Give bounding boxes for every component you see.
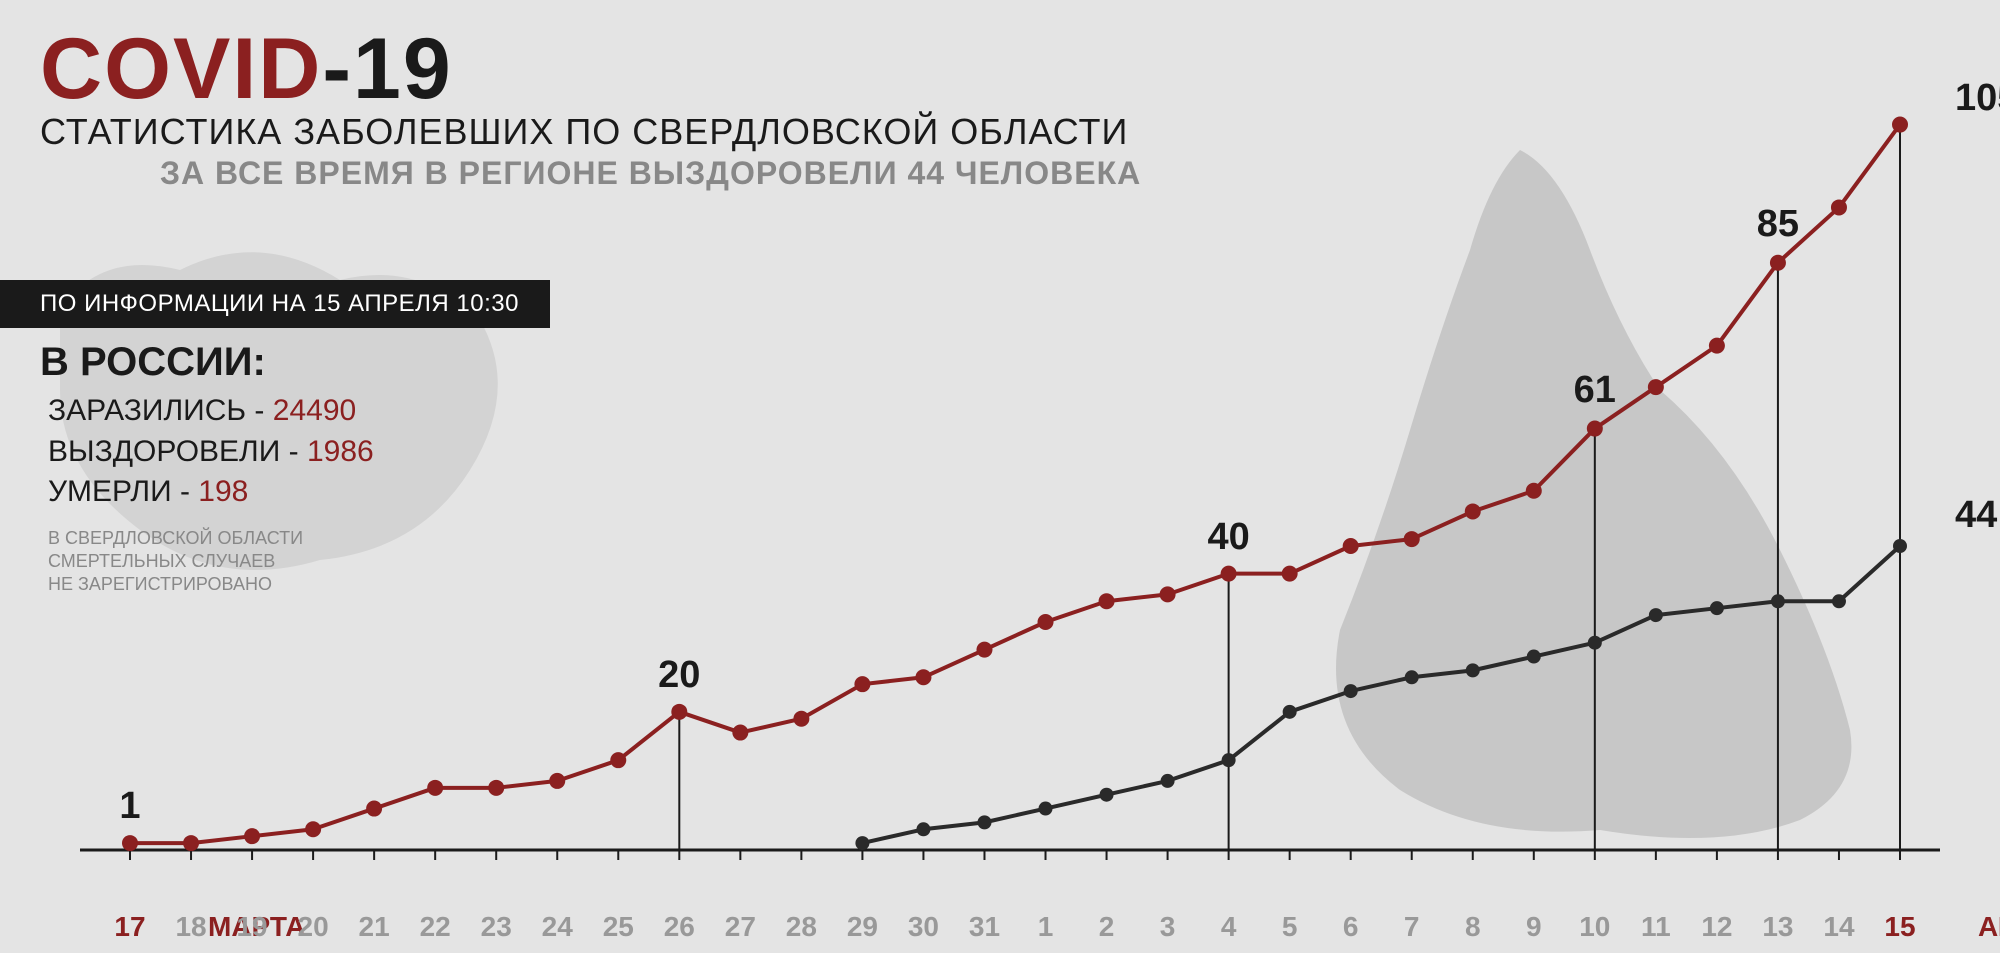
x-tick: 14 (1823, 911, 1854, 943)
x-tick: 23 (481, 911, 512, 943)
value-callout: 20 (658, 654, 700, 697)
x-tick: 3 (1160, 911, 1176, 943)
x-tick: 17 (114, 911, 145, 943)
x-tick: 10 (1579, 911, 1610, 943)
x-tick: 27 (725, 911, 756, 943)
value-callout: 105 (1955, 77, 2000, 120)
x-tick: 15 (1884, 911, 1915, 943)
x-tick: 25 (603, 911, 634, 943)
x-tick: 29 (847, 911, 878, 943)
value-callout: 40 (1207, 516, 1249, 559)
x-tick: 21 (359, 911, 390, 943)
x-tick: 19 (236, 911, 267, 943)
x-tick: 1 (1038, 911, 1054, 943)
x-tick: 6 (1343, 911, 1359, 943)
x-tick: 13 (1762, 911, 1793, 943)
x-tick: 4 (1221, 911, 1237, 943)
x-tick: 31 (969, 911, 1000, 943)
x-axis-labels: 17МАРТА181920212223242526272829303112345… (40, 903, 1960, 943)
x-tick: 7 (1404, 911, 1420, 943)
value-callout: 85 (1757, 203, 1799, 246)
x-tick: 20 (298, 911, 329, 943)
x-tick: 26 (664, 911, 695, 943)
x-tick: 30 (908, 911, 939, 943)
value-callout: 1 (119, 785, 140, 828)
x-tick: 22 (420, 911, 451, 943)
x-tick: 11 (1641, 911, 1671, 943)
x-tick: 5 (1282, 911, 1298, 943)
value-callout: 44 (1955, 494, 1997, 537)
x-tick: 8 (1465, 911, 1481, 943)
x-tick: 2 (1099, 911, 1115, 943)
x-tick: АПРЕЛЯ (1978, 911, 2000, 943)
x-tick: 28 (786, 911, 817, 943)
value-callout: 61 (1574, 369, 1616, 412)
x-tick: 18 (175, 911, 206, 943)
x-tick: 12 (1701, 911, 1732, 943)
x-tick: 24 (542, 911, 573, 943)
chart (40, 60, 1960, 900)
x-tick: 9 (1526, 911, 1542, 943)
